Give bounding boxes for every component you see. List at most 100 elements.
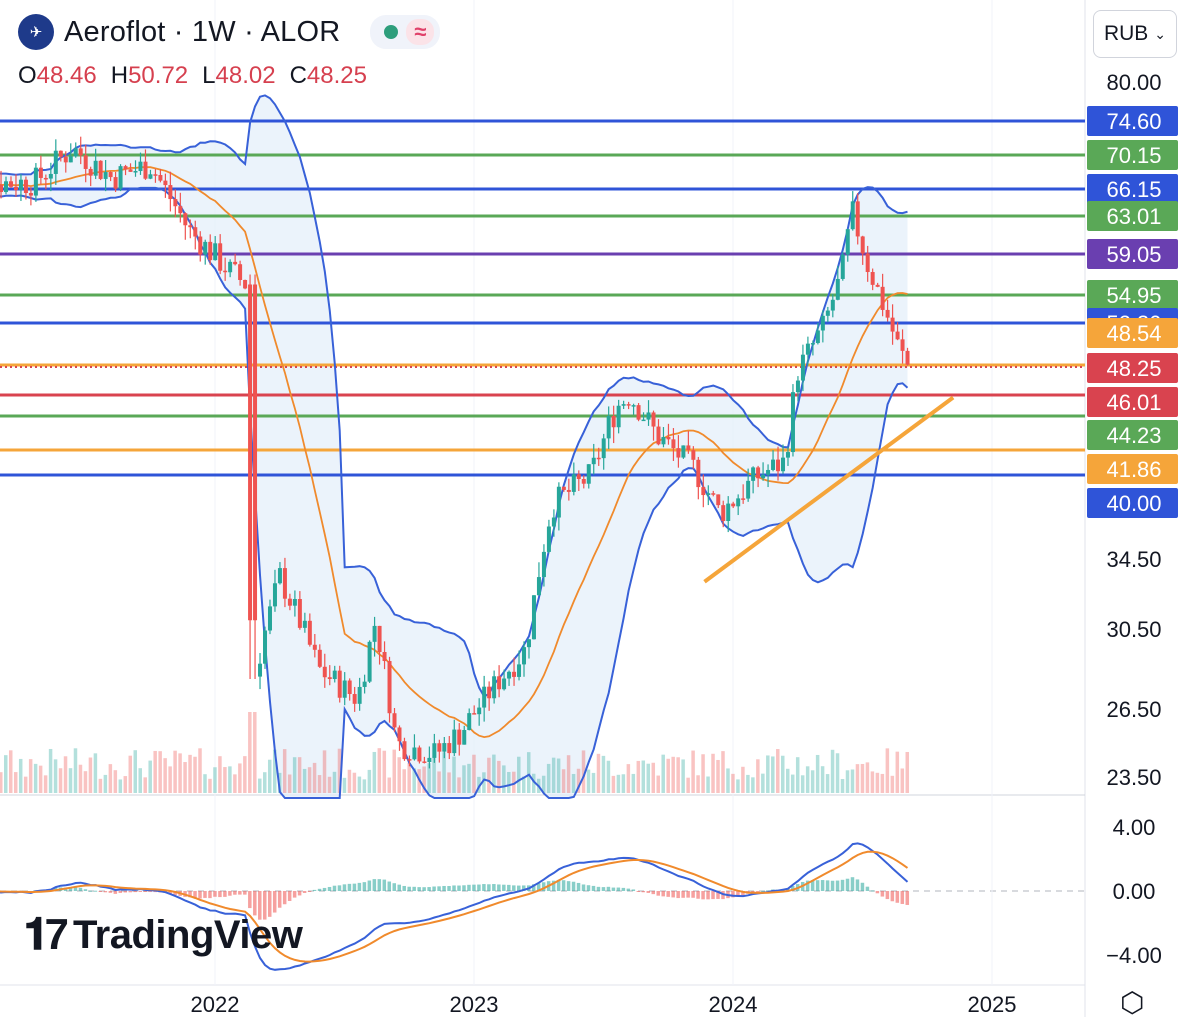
macd-histogram-bar (621, 887, 626, 891)
candle-body (148, 174, 153, 179)
candle-body (412, 747, 417, 760)
tradingview-logo[interactable]: 𝟏7 TradingView (24, 910, 303, 960)
macd-histogram-bar (397, 884, 401, 891)
volume-bar (566, 755, 571, 793)
volume-bar (815, 754, 820, 793)
candle-body (830, 299, 835, 311)
candle-body (248, 284, 253, 621)
candle-body (571, 474, 576, 492)
wave-icon[interactable]: ≈ (406, 19, 435, 45)
macd-histogram-bar (377, 879, 382, 891)
volume-bar (616, 774, 621, 793)
macd-histogram-bar (198, 891, 202, 899)
macd-histogram-bar (855, 879, 860, 891)
volume-bar (467, 763, 471, 793)
volume-bar (267, 759, 272, 793)
macd-histogram-bar (467, 884, 471, 891)
macd-histogram-bar (437, 886, 441, 891)
candle-body (576, 474, 581, 480)
macd-histogram-bar (228, 891, 232, 896)
candle-body (88, 168, 93, 176)
candle-body (795, 380, 800, 393)
candle-body (33, 167, 38, 196)
macd-histogram-bar (731, 891, 735, 898)
macd-histogram-bar (342, 884, 347, 891)
macd-histogram-bar (347, 883, 352, 891)
volume-bar (756, 759, 760, 793)
candle-body (482, 686, 487, 708)
candle-body (591, 457, 596, 465)
macd-histogram-bar (258, 891, 262, 920)
macd-histogram-bar (367, 880, 372, 891)
macd-histogram-bar (103, 891, 108, 893)
volume-bar (8, 750, 13, 793)
price-tag-46.01 (1087, 387, 1178, 417)
volume-bar (462, 765, 466, 793)
macd-histogram-bar (73, 887, 78, 891)
candle-body (108, 172, 113, 178)
volume-bar (905, 751, 910, 793)
candle-body (875, 284, 880, 287)
symbol-title[interactable]: Aeroflot · 1W · ALOR (64, 15, 341, 48)
candle-body (880, 286, 885, 310)
candle-body (282, 568, 287, 599)
volume-bar (696, 775, 700, 793)
macd-histogram-bar (541, 882, 546, 891)
candle-body (741, 498, 746, 500)
volume-bar (38, 765, 43, 793)
indicator-toggle[interactable]: ≈ (370, 15, 441, 49)
candle-body (193, 227, 198, 237)
settings-hex-icon[interactable]: ⬡ (1120, 987, 1145, 1018)
macd-histogram-bar (711, 891, 715, 900)
volume-bar (661, 754, 665, 793)
volume-bar (497, 760, 501, 793)
candle-body (616, 405, 621, 428)
macd-histogram-bar (173, 891, 177, 896)
candle-body (746, 480, 751, 499)
macd-histogram-bar (830, 880, 835, 891)
price-tag-label-48.54: 48.54 (1106, 321, 1161, 346)
macd-histogram-bar (785, 888, 790, 891)
candle-body (98, 160, 103, 179)
macd-histogram-bar (626, 888, 631, 891)
macd-histogram-bar (820, 880, 825, 891)
macd-histogram-bar (148, 891, 152, 893)
macd-histogram-bar (282, 891, 287, 905)
ohlc-low: L48.02 (202, 62, 276, 89)
macd-histogram-bar (696, 891, 700, 899)
volume-bar (198, 748, 202, 793)
candle-body (462, 730, 467, 745)
currency-selector[interactable]: RUB ⌄ (1093, 10, 1177, 58)
macd-histogram-bar (840, 879, 845, 891)
volume-bar (133, 750, 138, 793)
volume-bar (571, 773, 576, 793)
macd-histogram-bar (113, 891, 118, 894)
candle-body (855, 201, 860, 237)
candle-body (452, 729, 457, 754)
macd-histogram-bar (531, 884, 536, 891)
volume-bar (118, 779, 123, 793)
macd-histogram-bar (636, 891, 641, 892)
macd-histogram-bar (761, 890, 765, 892)
macd-histogram-bar (661, 891, 665, 897)
candle-body (626, 404, 631, 406)
volume-bar (840, 779, 845, 793)
price-tag-41.86 (1087, 454, 1178, 484)
volume-bar (795, 757, 800, 793)
macd-histogram-bar (596, 886, 601, 891)
volume-bar (586, 769, 591, 793)
macd-histogram-bar (581, 884, 586, 891)
volume-bar (332, 771, 337, 793)
candle-body (13, 186, 18, 191)
volume-bar (83, 771, 88, 793)
volume-bar (188, 754, 192, 793)
volume-bar (263, 772, 267, 793)
macd-histogram-bar (736, 891, 740, 897)
volume-bar (676, 757, 680, 793)
volume-bar (312, 762, 317, 793)
macd-histogram-bar (422, 887, 426, 891)
volume-bar (492, 754, 496, 793)
volume-bar (248, 712, 252, 793)
volume-bar (402, 769, 406, 793)
